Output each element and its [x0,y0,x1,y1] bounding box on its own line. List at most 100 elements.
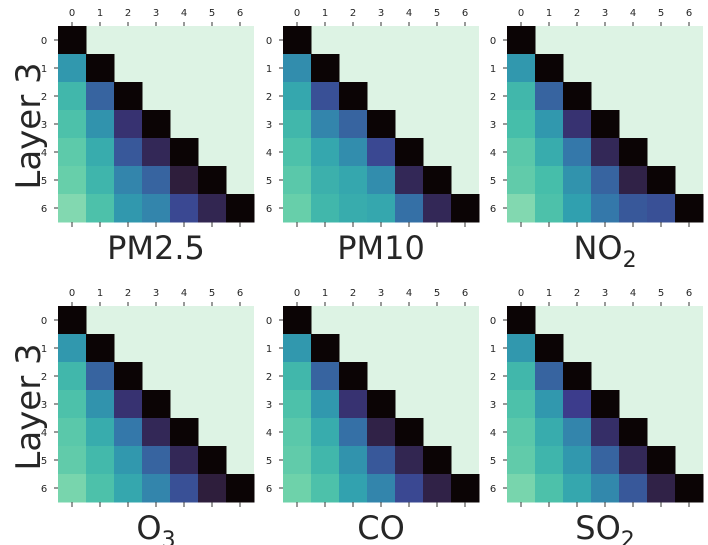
heatmap-cell-4-1 [86,138,115,167]
y-tick-label: 3 [266,120,272,131]
heatmap-cell-1-1 [535,334,564,363]
y-tick-label: 5 [266,456,272,467]
heatmap-cell-5-2 [114,446,143,475]
heatmap-cell-2-2 [114,82,143,111]
x-tick-label: 1 [322,8,328,19]
heatmap-cell-3-2 [339,390,368,419]
heatmap-cell-6-0 [283,474,312,503]
heatmap-cell-4-3 [142,138,171,167]
heatmap-cell-6-0 [507,474,536,503]
heatmap-cell-5-4 [170,446,199,475]
heatmap-cell-5-1 [535,166,564,195]
heatmap-cell-2-1 [535,82,564,111]
x-tick-label: 6 [462,8,468,19]
panel-title: NO2 [573,229,636,273]
heatmap-cell-6-4 [170,474,199,503]
y-tick-label: 6 [41,484,47,495]
panel-title: PM2.5 [107,229,205,267]
y-tick-label: 5 [41,456,47,467]
y-tick-label: 2 [266,372,272,383]
x-tick-label: 0 [294,288,300,299]
heatmap-cell-5-1 [86,446,115,475]
heatmap-cell-1-1 [535,54,564,83]
y-tick-label: 3 [41,120,47,131]
heatmap-cell-6-1 [535,474,564,503]
heatmap-panel-4: 0 1 2 3 4 5 6 0 1 2 3 4 5 6 CO [266,288,480,545]
heatmap-cell-6-2 [114,474,143,503]
heatmap-cell-3-1 [535,110,564,139]
heatmap-cell-6-3 [591,474,620,503]
heatmap-cell-3-1 [311,390,340,419]
heatmap-cell-3-0 [58,390,87,419]
heatmap-cell-4-0 [507,418,536,447]
heatmap-cell-5-1 [311,166,340,195]
y-tick-label: 5 [41,176,47,187]
heatmap-cell-6-2 [114,194,143,223]
heatmap-cell-4-4 [170,418,199,447]
heatmap-cell-2-0 [283,82,312,111]
y-tick-label: 2 [266,92,272,103]
x-tick-label: 3 [602,288,608,299]
y-tick-label: 6 [490,204,496,215]
row-label-top: Layer 3 [9,62,49,189]
y-tick-label: 2 [41,372,47,383]
heatmap-cell-2-0 [507,362,536,391]
heatmap-cell-4-1 [535,138,564,167]
heatmap-cell-2-2 [339,362,368,391]
y-tick-label: 3 [490,400,496,411]
heatmap-cell-1-0 [283,54,312,83]
x-tick-label: 6 [462,288,468,299]
heatmap-panel-5: 0 1 2 3 4 5 6 0 1 2 3 4 5 6 SO2 [490,288,704,545]
heatmap-cell-5-4 [395,166,424,195]
y-tick-label: 3 [41,400,47,411]
heatmap-cell-1-0 [507,334,536,363]
heatmap-cell-4-0 [283,418,312,447]
y-tick-label: 0 [41,36,47,47]
x-tick-label: 6 [686,288,692,299]
heatmap-cell-4-3 [142,418,171,447]
heatmap-cell-6-2 [563,194,592,223]
heatmap-cell-5-2 [114,166,143,195]
x-tick-label: 3 [153,288,159,299]
heatmap-cell-5-4 [619,446,648,475]
heatmap-cell-4-3 [367,138,396,167]
heatmap-cell-2-0 [58,362,87,391]
heatmap-cell-0-0 [58,26,87,55]
heatmap-cell-4-4 [395,138,424,167]
heatmap-cell-3-3 [367,390,396,419]
heatmap-panel-0: 0 1 2 3 4 5 6 0 1 2 3 4 5 6 PM2.5 [41,8,255,267]
x-tick-label: 2 [574,8,580,19]
heatmap-cell-4-0 [283,138,312,167]
heatmap-cell-5-4 [170,166,199,195]
heatmap-cell-5-0 [283,166,312,195]
heatmap-cell-6-3 [367,194,396,223]
heatmap-cell-6-5 [198,474,227,503]
x-tick-label: 2 [574,288,580,299]
x-tick-label: 3 [602,8,608,19]
x-tick-label: 0 [518,8,524,19]
heatmap-cell-2-1 [311,82,340,111]
heatmap-cell-6-1 [311,474,340,503]
heatmap-cell-5-3 [591,446,620,475]
heatmap-cell-3-1 [535,390,564,419]
y-tick-label: 2 [490,92,496,103]
heatmap-cell-0-0 [58,306,87,335]
x-tick-label: 2 [125,8,131,19]
heatmap-cell-6-3 [367,474,396,503]
heatmap-cell-4-3 [591,138,620,167]
heatmap-cell-5-3 [142,166,171,195]
heatmap-cell-6-5 [647,474,676,503]
heatmap-cell-5-2 [339,166,368,195]
x-tick-label: 1 [546,288,552,299]
heatmap-cell-3-3 [591,390,620,419]
heatmap-cell-6-6 [451,194,480,223]
heatmap-cell-5-2 [563,446,592,475]
heatmap-cell-0-0 [507,26,536,55]
heatmap-cell-1-1 [86,334,115,363]
heatmap-cell-6-4 [619,194,648,223]
x-tick-label: 6 [686,8,692,19]
heatmap-cell-4-3 [591,418,620,447]
y-tick-label: 4 [266,148,272,159]
heatmap-cell-1-0 [58,334,87,363]
heatmap-cell-5-3 [367,166,396,195]
